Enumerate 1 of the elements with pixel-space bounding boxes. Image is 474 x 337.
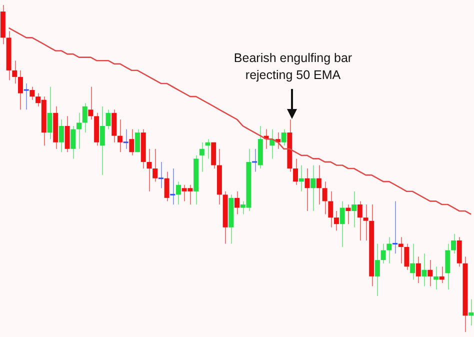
annotation: Bearish engulfing bar rejecting 50 EMA (232, 50, 354, 84)
